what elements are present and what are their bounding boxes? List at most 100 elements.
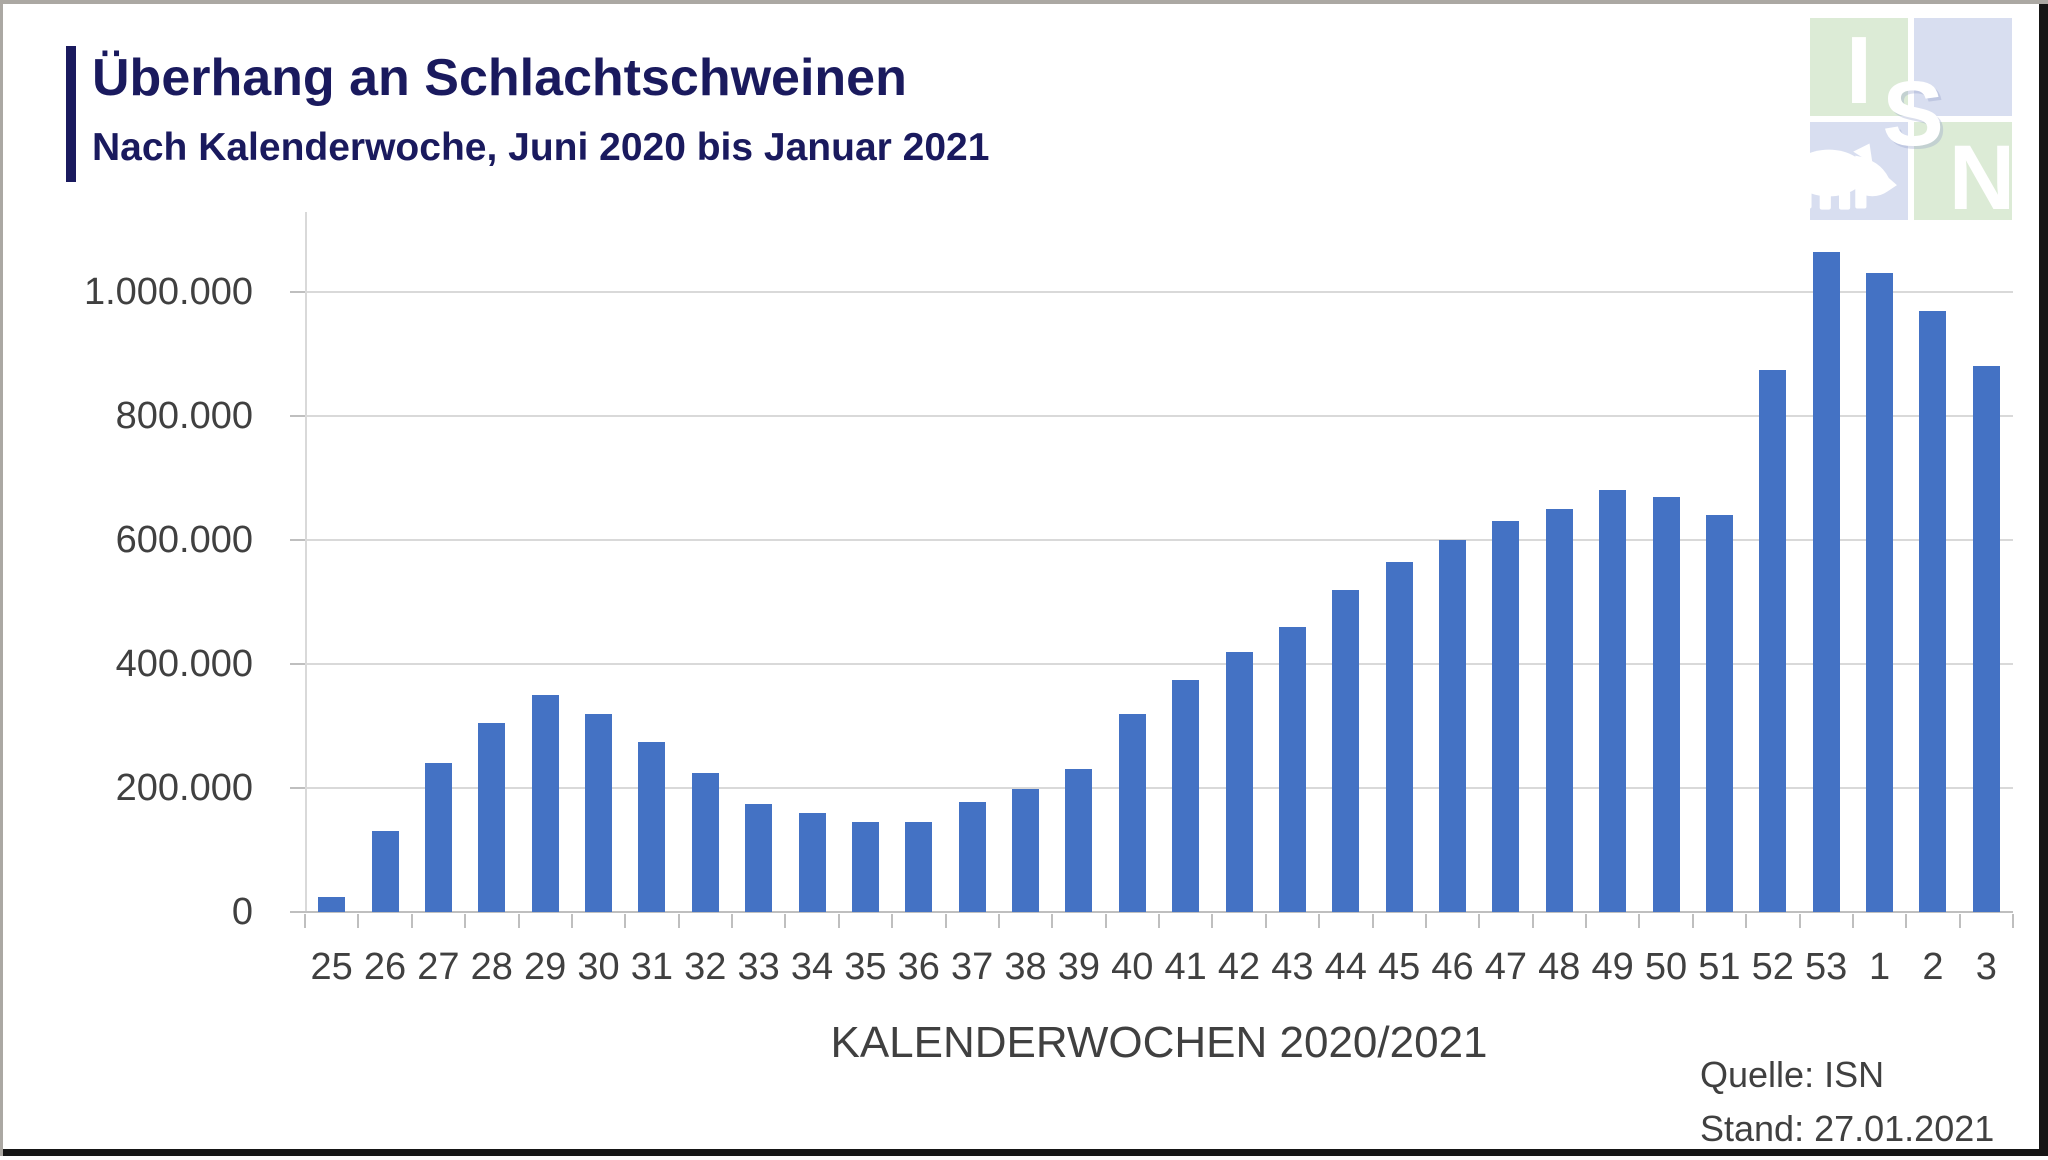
y-tick-0 (290, 911, 305, 913)
source-line: Quelle: ISN (1700, 1054, 1885, 1095)
x-tick-label-2: 2 (1922, 946, 1944, 988)
gridline-400.000 (305, 663, 2013, 665)
x-tick-label-49: 49 (1591, 946, 1634, 988)
frame-border-left (0, 0, 3, 1156)
y-tick-label: 600.000 (115, 519, 253, 561)
x-tick (570, 914, 573, 928)
x-tick (1905, 914, 1908, 928)
frame-border-right (2039, 4, 2048, 1156)
x-tick (1104, 914, 1107, 928)
x-tick-label-51: 51 (1698, 946, 1741, 988)
bar-kw-33 (745, 803, 773, 912)
plot-area (290, 212, 2014, 928)
bar-kw-47 (1492, 521, 1520, 912)
x-tick-label-28: 28 (470, 946, 513, 988)
stand-line: Stand: 27.01.2021 (1700, 1108, 1995, 1149)
bar-kw-45 (1385, 561, 1413, 912)
source-note: Quelle: ISN Stand: 27.01.2021 (1700, 1048, 2030, 1156)
y-tick-label: 400.000 (115, 643, 253, 685)
gridline-200.000 (305, 787, 2013, 789)
bar-kw-36 (905, 822, 933, 912)
x-tick (464, 914, 467, 928)
bar-kw-25 (318, 896, 346, 912)
x-tick (1424, 914, 1427, 928)
x-tick (1051, 914, 1054, 928)
x-tick (1158, 914, 1160, 928)
frame-border-bottom (3, 1149, 2048, 1156)
x-tick-label-26: 26 (363, 946, 407, 988)
gridline-600.000 (305, 539, 2013, 541)
x-tick (304, 914, 306, 928)
title-accent-bar (66, 46, 76, 182)
y-tick-label: 0 (231, 891, 253, 933)
bar-kw-35 (851, 822, 879, 912)
y-tick-200.000 (290, 787, 305, 789)
x-tick (731, 914, 733, 928)
x-tick-label-46: 46 (1431, 946, 1474, 988)
bar-kw-39 (1065, 769, 1093, 912)
x-tick (1371, 914, 1374, 928)
chart-title: Überhang an Schlachtschweinen (92, 49, 907, 107)
x-tick (784, 914, 787, 928)
x-tick-label-27: 27 (417, 946, 460, 988)
x-tick-label-37: 37 (951, 946, 994, 988)
bar-kw-41 (1172, 679, 1200, 912)
x-tick-label-53: 53 (1805, 946, 1848, 988)
bar-kw-31 (638, 741, 666, 912)
x-tick-label-41: 41 (1164, 946, 1207, 988)
frame-border-top (0, 0, 2048, 4)
bar-kw-50 (1652, 496, 1680, 912)
bar-kw-53 (1812, 251, 1840, 912)
gridline-800.000 (305, 415, 2013, 417)
x-tick-label-52: 52 (1751, 946, 1794, 988)
x-tick-label-32: 32 (684, 946, 727, 988)
bar-kw-46 (1439, 540, 1467, 912)
x-tick-label-45: 45 (1378, 946, 1421, 988)
x-tick-label-40: 40 (1111, 946, 1154, 988)
pig-icon (1781, 143, 1897, 210)
bar-kw-51 (1705, 515, 1733, 912)
bar-kw-40 (1118, 713, 1146, 912)
y-tick-600.000 (290, 539, 305, 541)
x-tick-label-31: 31 (630, 946, 674, 988)
logo-letter-s: S (1882, 63, 1944, 165)
x-tick (677, 914, 680, 928)
y-tick-label: 800.000 (115, 395, 253, 437)
x-tick (837, 914, 840, 928)
x-tick-label-33: 33 (737, 946, 780, 988)
x-tick-label-50: 50 (1644, 946, 1688, 988)
x-tick-label-34: 34 (790, 946, 834, 988)
x-tick (1531, 914, 1534, 928)
bar-kw-34 (798, 812, 826, 912)
y-tick-800.000 (290, 415, 305, 417)
logo-square-top-left (1810, 18, 1908, 116)
bar-kw-42 (1225, 651, 1253, 912)
y-tick-400.000 (290, 663, 305, 665)
isn-logo: I S N (1781, 17, 2015, 224)
y-tick-label: 1.000.000 (83, 271, 253, 313)
bar-kw-27 (424, 763, 452, 912)
bar-kw-28 (478, 722, 506, 912)
x-tick-label-47: 47 (1484, 946, 1528, 988)
x-tick (891, 914, 894, 928)
chart-subtitle: Nach Kalenderwoche, Juni 2020 bis Januar… (92, 126, 990, 169)
bar-kw-48 (1545, 509, 1573, 912)
bar-kw-3 (1972, 366, 2000, 912)
x-tick (1211, 914, 1214, 928)
x-tick (1638, 914, 1641, 928)
bar-kw-37 (958, 801, 986, 912)
x-tick-label-35: 35 (844, 946, 887, 988)
x-tick-label-25: 25 (310, 946, 353, 988)
y-tick-1.000.000 (290, 291, 305, 293)
x-axis-title: KALENDERWOCHEN 2020/2021 (830, 1018, 1488, 1067)
bar-kw-43 (1278, 626, 1306, 912)
y-axis-labels: 0 200.000 400.000 600.000 800.000 1.000.000 (0, 0, 253, 1160)
x-tick (517, 914, 520, 928)
x-tick (1585, 914, 1587, 928)
bar-kw-49 (1599, 490, 1627, 912)
x-tick (1691, 914, 1694, 928)
bar-kw-44 (1332, 589, 1360, 912)
bar-kw-38 (1012, 789, 1040, 912)
logo-letter-i: I (1845, 17, 1873, 124)
x-tick (1318, 914, 1321, 928)
